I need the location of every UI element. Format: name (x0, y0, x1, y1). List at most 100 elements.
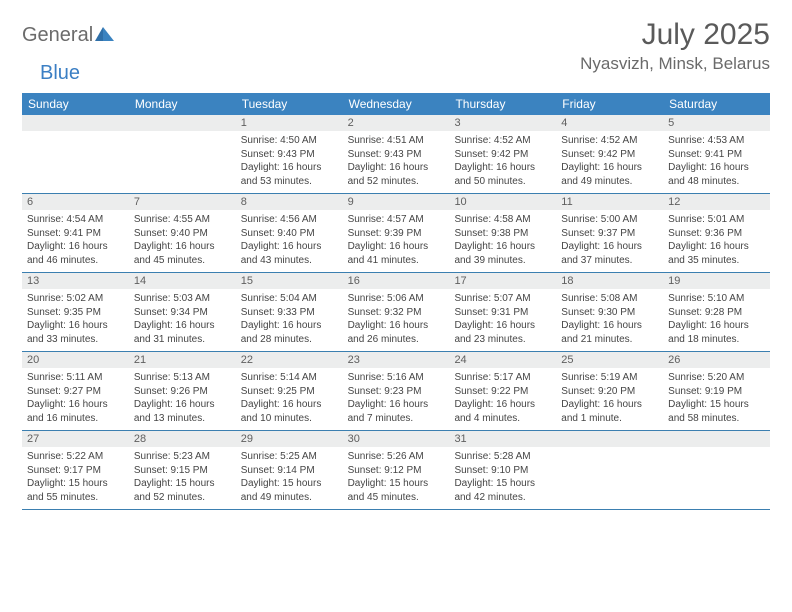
sunset-text: Sunset: 9:36 PM (668, 227, 765, 241)
sunset-text: Sunset: 9:25 PM (241, 385, 338, 399)
day-body: Sunrise: 4:52 AMSunset: 9:42 PMDaylight:… (556, 131, 663, 192)
month-title: July 2025 (580, 18, 770, 52)
day-number (22, 115, 129, 131)
sunset-text: Sunset: 9:26 PM (134, 385, 231, 399)
weekday-header: Friday (556, 93, 663, 115)
daylight-text: Daylight: 16 hours and 35 minutes. (668, 240, 765, 267)
daylight-text: Daylight: 16 hours and 37 minutes. (561, 240, 658, 267)
sunset-text: Sunset: 9:35 PM (27, 306, 124, 320)
daylight-text: Daylight: 16 hours and 53 minutes. (241, 161, 338, 188)
day-body: Sunrise: 5:23 AMSunset: 9:15 PMDaylight:… (129, 447, 236, 508)
day-body: Sunrise: 4:50 AMSunset: 9:43 PMDaylight:… (236, 131, 343, 192)
day-cell: 31Sunrise: 5:28 AMSunset: 9:10 PMDayligh… (449, 431, 556, 509)
daylight-text: Daylight: 16 hours and 4 minutes. (454, 398, 551, 425)
daylight-text: Daylight: 16 hours and 16 minutes. (27, 398, 124, 425)
day-number: 20 (22, 352, 129, 368)
sunset-text: Sunset: 9:41 PM (27, 227, 124, 241)
day-body: Sunrise: 4:57 AMSunset: 9:39 PMDaylight:… (343, 210, 450, 271)
day-number: 25 (556, 352, 663, 368)
logo-text-blue: Blue (40, 62, 80, 85)
day-cell: 19Sunrise: 5:10 AMSunset: 9:28 PMDayligh… (663, 273, 770, 351)
sunset-text: Sunset: 9:42 PM (454, 148, 551, 162)
sunrise-text: Sunrise: 5:19 AM (561, 371, 658, 385)
sunset-text: Sunset: 9:19 PM (668, 385, 765, 399)
sunrise-text: Sunrise: 4:55 AM (134, 213, 231, 227)
day-cell: 8Sunrise: 4:56 AMSunset: 9:40 PMDaylight… (236, 194, 343, 272)
day-cell: 17Sunrise: 5:07 AMSunset: 9:31 PMDayligh… (449, 273, 556, 351)
day-cell: 15Sunrise: 5:04 AMSunset: 9:33 PMDayligh… (236, 273, 343, 351)
day-body: Sunrise: 4:56 AMSunset: 9:40 PMDaylight:… (236, 210, 343, 271)
sunrise-text: Sunrise: 5:23 AM (134, 450, 231, 464)
sunrise-text: Sunrise: 5:00 AM (561, 213, 658, 227)
daylight-text: Daylight: 16 hours and 7 minutes. (348, 398, 445, 425)
day-cell (129, 115, 236, 193)
sunrise-text: Sunrise: 5:17 AM (454, 371, 551, 385)
day-number: 27 (22, 431, 129, 447)
day-cell: 12 Sunrise: 5:01 AMSunset: 9:36 PMDayligh… (663, 194, 770, 272)
day-number: 16 (343, 273, 450, 289)
day-number: 2 (343, 115, 450, 131)
sunset-text: Sunset: 9:28 PM (668, 306, 765, 320)
sunrise-text: Sunrise: 5:10 AM (668, 292, 765, 306)
daylight-text: Daylight: 16 hours and 26 minutes. (348, 319, 445, 346)
day-cell: 28Sunrise: 5:23 AMSunset: 9:15 PMDayligh… (129, 431, 236, 509)
daylight-text: Daylight: 16 hours and 41 minutes. (348, 240, 445, 267)
sunset-text: Sunset: 9:23 PM (348, 385, 445, 399)
day-number: 30 (343, 431, 450, 447)
sunrise-text: Sunrise: 4:52 AM (561, 134, 658, 148)
sunset-text: Sunset: 9:33 PM (241, 306, 338, 320)
sunrise-text: Sunrise: 5:01 AM (668, 213, 765, 227)
day-number: 7 (129, 194, 236, 210)
sunrise-text: Sunrise: 4:56 AM (241, 213, 338, 227)
daylight-text: Daylight: 16 hours and 39 minutes. (454, 240, 551, 267)
day-cell: 2Sunrise: 4:51 AMSunset: 9:43 PMDaylight… (343, 115, 450, 193)
day-body: Sunrise: 5:26 AMSunset: 9:12 PMDaylight:… (343, 447, 450, 508)
weekday-header: Thursday (449, 93, 556, 115)
day-number: 3 (449, 115, 556, 131)
day-cell: 25Sunrise: 5:19 AMSunset: 9:20 PMDayligh… (556, 352, 663, 430)
sunrise-text: Sunrise: 5:06 AM (348, 292, 445, 306)
day-cell: 23Sunrise: 5:16 AMSunset: 9:23 PMDayligh… (343, 352, 450, 430)
day-body: Sunrise: 5:08 AMSunset: 9:30 PMDaylight:… (556, 289, 663, 350)
sunrise-text: Sunrise: 5:13 AM (134, 371, 231, 385)
day-body: Sunrise: 5:02 AMSunset: 9:35 PMDaylight:… (22, 289, 129, 350)
sunrise-text: Sunrise: 4:52 AM (454, 134, 551, 148)
calendar: SundayMondayTuesdayWednesdayThursdayFrid… (22, 93, 770, 510)
day-number: 15 (236, 273, 343, 289)
daylight-text: Daylight: 15 hours and 55 minutes. (27, 477, 124, 504)
sunset-text: Sunset: 9:43 PM (348, 148, 445, 162)
day-body: Sunrise: 5:19 AMSunset: 9:20 PMDaylight:… (556, 368, 663, 429)
sunset-text: Sunset: 9:20 PM (561, 385, 658, 399)
daylight-text: Daylight: 15 hours and 58 minutes. (668, 398, 765, 425)
sunrise-text: Sunrise: 5:20 AM (668, 371, 765, 385)
sunrise-text: Sunrise: 5:14 AM (241, 371, 338, 385)
day-cell: 7Sunrise: 4:55 AMSunset: 9:40 PMDaylight… (129, 194, 236, 272)
daylight-text: Daylight: 16 hours and 48 minutes. (668, 161, 765, 188)
day-cell: 22Sunrise: 5:14 AMSunset: 9:25 PMDayligh… (236, 352, 343, 430)
day-body: Sunrise: 5:20 AMSunset: 9:19 PMDaylight:… (663, 368, 770, 429)
day-number: 8 (236, 194, 343, 210)
logo: General (22, 18, 117, 47)
sunrise-text: Sunrise: 4:51 AM (348, 134, 445, 148)
day-body: Sunrise: 5:17 AMSunset: 9:22 PMDaylight:… (449, 368, 556, 429)
day-number: 1 (236, 115, 343, 131)
day-body: Sunrise: 5:16 AMSunset: 9:23 PMDaylight:… (343, 368, 450, 429)
day-number: 21 (129, 352, 236, 368)
day-cell (556, 431, 663, 509)
day-body: Sunrise: 4:52 AMSunset: 9:42 PMDaylight:… (449, 131, 556, 192)
weekday-header: Tuesday (236, 93, 343, 115)
day-cell: 4Sunrise: 4:52 AMSunset: 9:42 PMDaylight… (556, 115, 663, 193)
sunset-text: Sunset: 9:34 PM (134, 306, 231, 320)
week-row: 6Sunrise: 4:54 AMSunset: 9:41 PMDaylight… (22, 194, 770, 273)
day-cell: 24Sunrise: 5:17 AMSunset: 9:22 PMDayligh… (449, 352, 556, 430)
sunrise-text: Sunrise: 4:57 AM (348, 213, 445, 227)
sunset-text: Sunset: 9:14 PM (241, 464, 338, 478)
day-number: 22 (236, 352, 343, 368)
title-block: July 2025 Nyasvizh, Minsk, Belarus (580, 18, 770, 74)
day-cell: 6Sunrise: 4:54 AMSunset: 9:41 PMDaylight… (22, 194, 129, 272)
day-cell: 14Sunrise: 5:03 AMSunset: 9:34 PMDayligh… (129, 273, 236, 351)
day-number: 18 (556, 273, 663, 289)
day-number: 9 (343, 194, 450, 210)
day-number: 12 (663, 194, 770, 210)
daylight-text: Daylight: 15 hours and 49 minutes. (241, 477, 338, 504)
